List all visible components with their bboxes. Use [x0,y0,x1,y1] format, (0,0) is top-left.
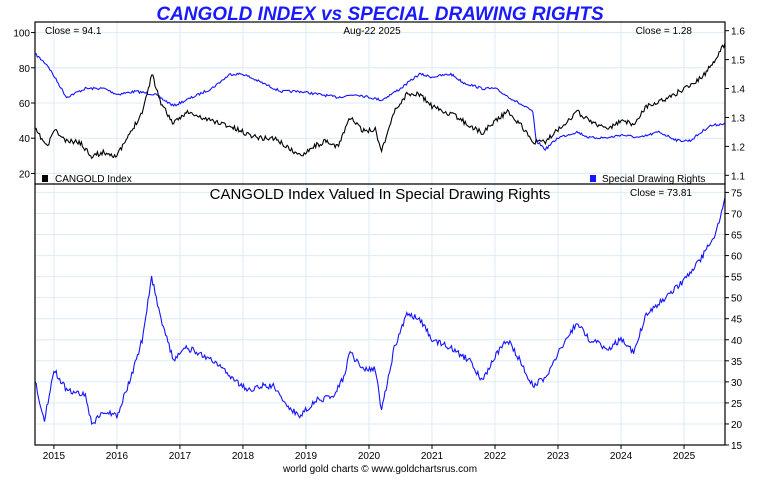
bottom-y-tick-label: 70 [731,209,743,220]
grid [35,22,725,445]
x-tick-label: 2020 [358,451,381,462]
date-label: Aug-22 2025 [343,26,401,37]
bottom-y-tick-label: 25 [731,399,743,410]
x-tick-label: 2016 [106,451,129,462]
plot-frame [34,21,726,446]
bottom-y-tick-label: 45 [731,315,743,326]
right-y-tick-label: 1.5 [731,56,745,67]
bottom-y-tick-label: 60 [731,252,743,263]
x-tick-label: 2024 [610,451,633,462]
series-line-ratio [34,197,726,425]
x-tick-label: 2022 [484,451,507,462]
legend-cangold: CANGOLD Index [55,174,132,185]
bottom-panel-title: CANGOLD Index Valued In Special Drawing … [210,186,551,203]
x-tick-label: 2019 [295,451,318,462]
chart-title: CANGOLD INDEX vs SPECIAL DRAWING RIGHTS [156,4,604,25]
series-line-sdr [34,52,726,151]
bottom-y-tick-label: 55 [731,273,743,284]
x-tick-label: 2017 [169,451,192,462]
bottom-y-tick-label: 65 [731,231,743,242]
legend-swatch-sdr [590,175,596,182]
x-tick-label: 2021 [421,451,444,462]
series-line-cangold [34,42,726,160]
bottom-y-tick-label: 40 [731,336,743,347]
right-y-tick-label: 1.6 [731,27,745,38]
x-tick-label: 2015 [43,451,66,462]
left-y-tick-label: 40 [19,134,31,145]
x-tick-label: 2018 [232,451,255,462]
right-y-tick-label: 1.2 [731,142,745,153]
bottom-close-label: Close = 73.81 [630,188,692,199]
left-close-label: Close = 94.1 [45,26,102,37]
right-y-tick-label: 1.4 [731,85,745,96]
bottom-y-tick-label: 50 [731,294,743,305]
bottom-y-tick-label: 20 [731,420,743,431]
bottom-y-tick-label: 30 [731,378,743,389]
right-y-tick-label: 1.3 [731,113,745,124]
bottom-y-tick-label: 35 [731,357,743,368]
x-tick-label: 2025 [673,451,696,462]
left-y-tick-label: 60 [19,99,31,110]
x-tick-label: 2023 [547,451,570,462]
left-y-tick-label: 80 [19,64,31,75]
footer-credit: world gold charts © www.goldchartsrus.co… [282,464,477,475]
left-y-tick-label: 20 [19,169,31,180]
bottom-y-tick-label: 15 [731,441,743,452]
legend-sdr: Special Drawing Rights [602,174,705,185]
right-close-label: Close = 1.28 [636,26,693,37]
legend-swatch-cangold [42,175,48,182]
bottom-y-tick-label: 75 [731,188,743,199]
left-y-tick-label: 100 [13,29,30,40]
right-y-tick-label: 1.1 [731,171,745,182]
